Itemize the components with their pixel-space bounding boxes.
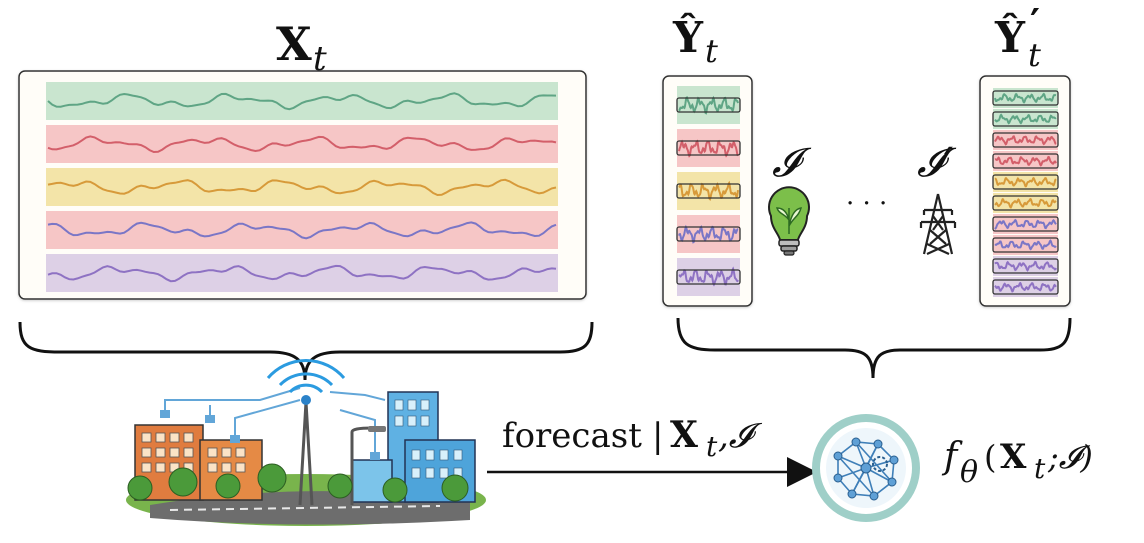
output2-series-band-7-line xyxy=(994,218,1057,230)
output2-series-band-7 xyxy=(993,214,1058,234)
output-window-4 xyxy=(676,226,741,242)
forecast-X: X xyxy=(670,414,698,456)
output-title-sub: t xyxy=(705,32,718,70)
output2-series-band-8 xyxy=(993,235,1058,255)
output2-title-symbol: Ŷ xyxy=(994,12,1026,62)
output2-series-band-2-line xyxy=(994,113,1057,125)
model-theta: θ xyxy=(960,455,978,490)
output-series-band-4-line xyxy=(678,224,739,244)
output2-series-band-6-line xyxy=(994,197,1057,209)
output2-series-band-5-line xyxy=(994,176,1057,188)
input-series-band-4-line xyxy=(47,221,557,240)
output-series-band-5-line xyxy=(678,266,739,287)
output-title-symbol: Ŷ xyxy=(672,12,704,62)
neural-network-icon xyxy=(812,414,920,522)
input-series-band-2-line xyxy=(47,135,557,154)
output-window-2 xyxy=(676,140,741,156)
model-rest: ;𝓘) xyxy=(1047,438,1093,476)
output-panel xyxy=(662,75,753,307)
model-X: X xyxy=(1000,437,1027,477)
output2-window-6 xyxy=(992,195,1059,211)
output2-series-band-3-line xyxy=(994,135,1057,146)
forecast-t: t xyxy=(706,430,718,463)
output-series-band-1-line xyxy=(678,95,739,115)
output2-series-band-9-line xyxy=(994,260,1057,272)
output2-series-band-5 xyxy=(993,172,1058,192)
output-window-1 xyxy=(676,97,741,113)
output2-window-7 xyxy=(992,216,1059,232)
power-tower-icon xyxy=(919,193,957,256)
output2-title-prime: ′ xyxy=(1030,0,1040,45)
model-open: ( xyxy=(984,438,996,476)
forecast-I: ,𝓘 xyxy=(718,416,763,456)
input-series-band-3-line xyxy=(47,178,557,197)
output2-series-band-3 xyxy=(993,130,1058,150)
output-series-band-3-line xyxy=(678,180,739,201)
instruction-symbol: 𝓘 xyxy=(772,140,812,186)
input-series-band-1-line xyxy=(47,92,557,111)
output2-title-sub: t xyxy=(1028,36,1041,74)
ellipsis: · · · xyxy=(846,189,887,219)
output2-window-9 xyxy=(992,258,1059,274)
smart-city-icon xyxy=(126,359,486,526)
forecast-bar: | xyxy=(652,416,663,456)
output-series-band-4 xyxy=(677,215,740,253)
output2-window-8 xyxy=(992,237,1059,253)
forecast-label: forecast | X t ,𝓘 xyxy=(502,414,763,463)
input-series-band-5 xyxy=(46,254,558,292)
output2-window-2 xyxy=(992,111,1059,127)
output2-window-10 xyxy=(992,279,1059,295)
output2-series-band-10-line xyxy=(994,281,1057,293)
output2-series-band-8-line xyxy=(994,239,1057,251)
output-window-5 xyxy=(676,269,741,285)
input-title-sub: t xyxy=(313,39,327,79)
output2-window-1 xyxy=(992,90,1059,106)
output2-window-4 xyxy=(992,153,1059,169)
output2-series-band-4-line xyxy=(994,155,1057,167)
output-title: Ŷ t xyxy=(672,12,718,70)
output2-window-5 xyxy=(992,174,1059,190)
output2-window-3 xyxy=(992,132,1059,148)
instruction2-symbol: 𝓘′ xyxy=(917,140,957,186)
input-series-band-4 xyxy=(46,211,558,249)
output2-panel xyxy=(979,75,1071,307)
output2-title: Ŷ ′ t xyxy=(994,0,1041,74)
input-series-band-5-line xyxy=(47,264,557,283)
lightbulb-leaf-icon xyxy=(768,186,810,256)
output2-series-band-1-line xyxy=(994,92,1057,104)
input-brace xyxy=(18,321,594,381)
model-t: t xyxy=(1034,452,1046,485)
input-title: X t xyxy=(276,17,327,79)
forecast-word: forecast xyxy=(502,416,642,456)
model-label: f θ ( X t ;𝓘) xyxy=(941,436,1093,490)
output-brace xyxy=(676,317,1072,379)
input-title-symbol: X xyxy=(276,17,312,71)
input-series-panel xyxy=(18,70,587,300)
input-series-band-1 xyxy=(46,82,558,120)
output-window-3 xyxy=(676,183,741,199)
